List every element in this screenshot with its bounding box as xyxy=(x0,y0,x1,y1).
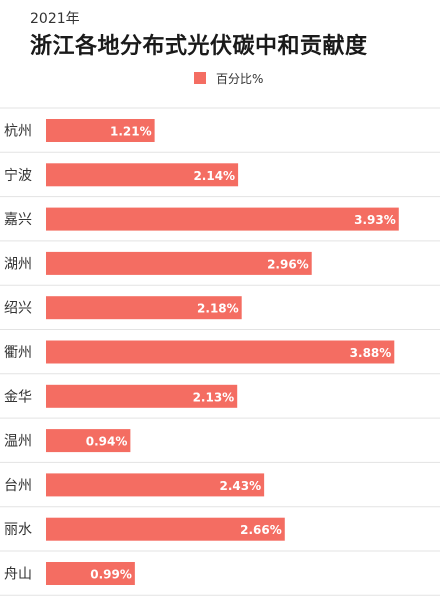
category-label: 台州 xyxy=(4,478,32,494)
year-label: 2021年 xyxy=(30,11,80,27)
data-label: 2.66% xyxy=(240,523,282,537)
bar xyxy=(46,473,265,497)
data-label: 2.18% xyxy=(197,302,239,316)
data-label: 2.13% xyxy=(193,390,235,404)
bar xyxy=(46,119,155,142)
data-label: 0.99% xyxy=(90,568,132,582)
bar xyxy=(46,163,239,187)
data-label: 2.14% xyxy=(193,169,235,183)
legend-swatch xyxy=(194,72,206,84)
data-label: 3.88% xyxy=(350,346,392,360)
data-label: 2.96% xyxy=(267,257,309,271)
chart-title: 浙江各地分布式光伏碳中和贡献度 xyxy=(30,34,368,59)
bar xyxy=(46,429,131,453)
category-label: 嘉兴 xyxy=(4,212,32,228)
category-label: 温州 xyxy=(4,434,32,450)
category-label: 宁波 xyxy=(4,167,32,184)
legend: 百分比% xyxy=(194,70,263,86)
bar xyxy=(46,384,238,408)
category-label: 金华 xyxy=(4,389,32,405)
category-label: 湖州 xyxy=(4,256,32,272)
bar xyxy=(46,562,135,585)
data-label: 0.94% xyxy=(86,435,128,449)
legend-label: 百分比% xyxy=(216,71,264,86)
data-label: 2.43% xyxy=(219,479,261,493)
bar xyxy=(46,296,242,320)
bar xyxy=(46,517,285,541)
bar xyxy=(46,251,312,275)
category-label: 杭州 xyxy=(4,124,32,140)
data-label: 3.93% xyxy=(354,213,396,227)
bar xyxy=(46,340,395,364)
category-label: 丽水 xyxy=(4,522,32,538)
category-label: 舟山 xyxy=(4,567,32,583)
data-label: 1.21% xyxy=(110,125,152,139)
category-label: 衢州 xyxy=(4,344,32,361)
category-label: 绍兴 xyxy=(4,301,32,317)
bar xyxy=(46,207,399,231)
